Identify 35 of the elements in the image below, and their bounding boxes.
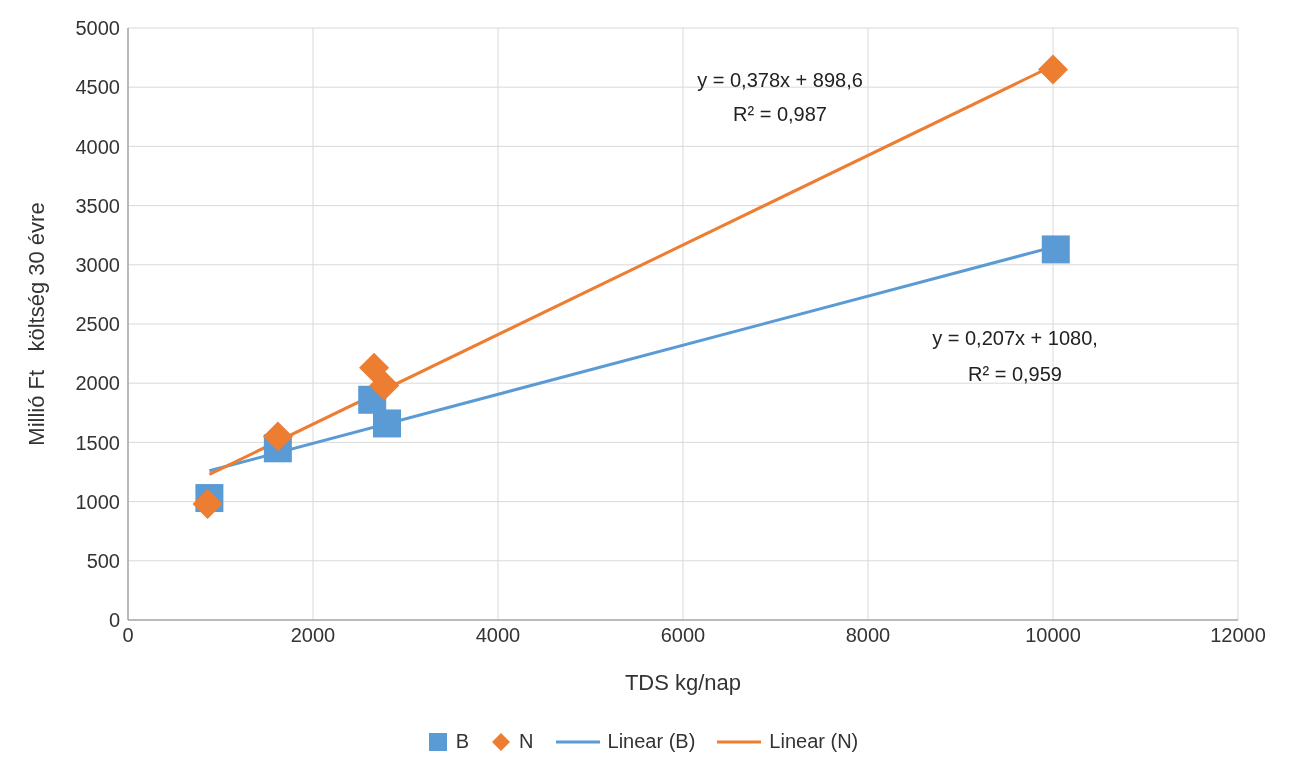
y-tick-label: 2500 — [75, 313, 120, 336]
x-tick-label: 2000 — [290, 624, 336, 647]
x-tick-label: 10000 — [1025, 624, 1081, 647]
y-tick-label: 5000 — [75, 17, 120, 40]
point — [359, 352, 390, 383]
point — [373, 409, 401, 438]
point — [262, 421, 293, 452]
y-tick-label: 1500 — [75, 431, 120, 454]
y-tick-label: 1000 — [75, 490, 120, 513]
y-tick-label: 4000 — [75, 135, 120, 158]
annotation: y = 0,378x + 898,6 — [697, 68, 863, 92]
x-tick-label: 8000 — [845, 624, 891, 647]
legend-label: N — [519, 730, 534, 753]
x-tick-label: 6000 — [660, 624, 706, 647]
annotation: R² = 0,987 — [733, 102, 827, 126]
y-tick-label: 2000 — [75, 372, 120, 395]
y-tick-label: 3500 — [75, 194, 120, 217]
point — [1038, 54, 1068, 85]
point — [1041, 235, 1070, 264]
annotation: R² = 0,959 — [968, 362, 1062, 386]
x-axis-title: TDS kg/nap — [624, 670, 742, 695]
y-tick-label: 4500 — [75, 76, 120, 99]
x-tick-label: 4000 — [475, 624, 521, 647]
x-tick-label: 12000 — [1210, 624, 1266, 647]
y-tick-label: 3000 — [75, 253, 120, 276]
point — [192, 488, 223, 519]
y-tick-label: 0 — [108, 609, 120, 632]
x-tick-label: 0 — [122, 624, 134, 647]
y-axis-title: Millió Ft költség 30 évre — [23, 202, 49, 446]
y-tick-label: 500 — [86, 549, 120, 572]
legend-label: Linear (N) — [769, 730, 859, 753]
legend-label: Linear (B) — [607, 730, 696, 753]
legend-label: B — [455, 730, 470, 753]
annotation: y = 0,207x + 1080, — [932, 326, 1098, 350]
point — [369, 370, 400, 401]
